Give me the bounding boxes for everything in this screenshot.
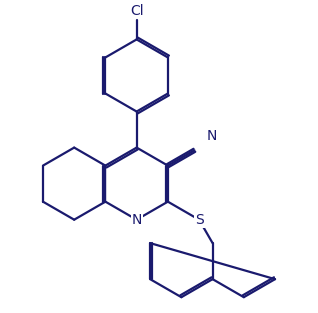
Text: S: S <box>195 213 204 227</box>
Text: Cl: Cl <box>130 4 143 18</box>
Text: N: N <box>131 213 142 227</box>
Text: N: N <box>206 129 217 143</box>
